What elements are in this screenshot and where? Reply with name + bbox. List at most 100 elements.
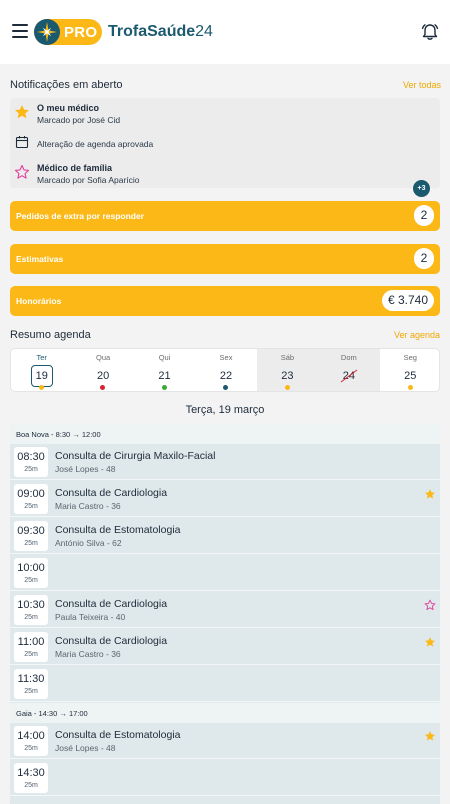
slot-time: 08:30 [17,451,45,463]
appointment-slot[interactable]: 09:30 25m Consulta de Estomatologia António… [10,518,440,554]
day-number: 19 [35,370,48,382]
slot-time-box: 14:00 25m [14,726,48,756]
appointment-title: Consulta de Cardiologia [55,598,168,610]
brand-name: TrofaSaúde24 [108,23,213,41]
free-slot[interactable]: 14:30 25m [10,760,440,796]
slot-duration: 25m [24,577,38,584]
day-cell[interactable]: Dom24 [318,349,380,391]
appointment-slot[interactable]: 09:00 25m Consulta de Cardiologia Maria Cas… [10,481,440,517]
day-name: Sáb [280,353,295,362]
see-all-notifications-link[interactable]: Ver todas [403,80,442,90]
day-agenda: Boa Nova - 8:30 → 12:00 08:30 25m Consulta … [10,424,440,804]
hamburger-menu-icon[interactable] [12,24,28,38]
patient-name: Maria Castro - 36 [55,649,121,659]
bar-label: Honorários [16,296,62,306]
bar-label: Pedidos de extra por responder [16,211,145,221]
appointment-title: Consulta de Cardiologia [55,487,168,499]
pro-logo-badge: PRO [34,19,102,45]
appointment-title: Consulta de Estomatologia [55,524,181,536]
slot-time: 09:30 [17,525,45,537]
day-name: Qua [96,353,111,362]
agenda-summary-title: Resumo agenda [10,329,91,341]
slot-time-box: 09:30 25m [14,521,48,551]
free-slot[interactable]: 11:30 25m [10,666,440,702]
day-cell[interactable]: Sex 22 [195,349,256,391]
day-status-dot [39,385,44,390]
day-status-dot [100,385,106,390]
slot-duration: 25m [24,782,38,789]
star-outline-icon [424,599,436,611]
brand-name-text: TrofaSaúde [108,23,196,40]
star-outline-icon [14,164,30,179]
fees-bar[interactable]: Honorários € 3.740 [10,286,440,316]
calendar-icon [15,136,29,149]
notifications-list: O meu médico Marcado por José Cid Altera… [10,98,440,188]
day-status-dot [161,385,167,390]
day-cell[interactable]: Qui 21 [134,349,195,391]
notification-subtitle: Alteração de agenda aprovada [37,139,154,149]
slot-duration: 25m [24,503,38,510]
notification-title: Médico de família [37,163,113,173]
slot-time: 09:00 [17,488,45,500]
patient-name: Maria Castro - 36 [55,501,121,511]
location-hours: Boa Nova - 8:30 → 12:00 [16,430,101,439]
day-number: 20 [97,370,110,382]
slot-duration: 25m [24,466,38,473]
star-filled-icon [425,637,435,647]
bar-count: 2 [414,248,434,269]
slot-duration: 25m [24,651,38,658]
day-status-dot [407,385,413,390]
appointment-title: Consulta de Cardiologia [55,635,168,647]
bar-count: 2 [414,205,434,226]
star-filled-icon [15,105,29,119]
location-block-header: Gaia - 14:30 → 17:00 [10,703,440,723]
slot-duration: 25m [24,745,38,752]
day-cell[interactable]: Ter 19 [11,349,72,391]
day-cell[interactable]: Sáb 23 [256,349,319,391]
slot-time-box: 14:30 25m [14,763,48,793]
slot-time: 10:00 [17,562,45,574]
more-notifications-badge[interactable]: +3 [413,180,430,197]
slot-time: 11:00 [17,636,45,648]
day-name: Ter [36,353,47,362]
slot-time-box: 10:30 25m [14,595,48,625]
day-cell[interactable]: Qua 20 [72,349,133,391]
notification-item[interactable]: Médico de família Marcado por Sofia Apar… [10,158,440,188]
bar-label: Estimativas [16,254,64,264]
slot-time-box: 09:00 25m [14,484,48,514]
notification-subtitle: Marcado por José Cid [37,115,121,125]
day-cell[interactable]: Seg 25 [380,349,439,391]
slot-time: 14:00 [17,730,45,742]
day-name: Dom [340,353,357,362]
app-header: PRO TrofaSaúde24 [0,0,450,64]
estimates-bar[interactable]: Estimativas 2 [10,244,440,274]
appointment-title: Consulta de Estomatologia [55,729,181,741]
bell-icon[interactable] [420,22,440,42]
compass-star-logo-icon [34,19,60,45]
day-status-dot [223,385,229,390]
slot-duration: 25m [24,688,38,695]
day-status-dot [284,385,290,390]
notification-item[interactable]: Alteração de agenda aprovada [10,128,440,158]
slot-time: 11:30 [17,673,45,685]
notification-item[interactable]: O meu médico Marcado por José Cid [10,98,440,128]
unavailable-strike-icon [340,369,358,383]
slot-time: 14:30 [17,767,45,779]
patient-name: José Lopes - 48 [55,743,116,753]
day-number: 22 [219,370,233,382]
appointment-slot[interactable]: 10:30 25m Consulta de Cardiologia Paula Tei… [10,592,440,628]
day-name: Seg [403,353,417,362]
location-hours: Gaia - 14:30 → 17:00 [16,709,88,718]
pending-extra-requests-bar[interactable]: Pedidos de extra por responder 2 [10,201,440,231]
notification-title: O meu médico [37,103,100,113]
appointment-slot[interactable]: 08:30 25m Consulta de Cirurgia Maxilo-Faci… [10,444,440,480]
slot-time-box: 08:30 25m [14,447,48,477]
free-slot[interactable]: 10:00 25m [10,555,440,591]
brand-number: 24 [195,23,213,40]
day-name: Sex [219,353,233,362]
star-filled-icon [425,731,435,741]
appointment-slot[interactable]: 11:00 25m Consulta de Cardiologia Maria Cas… [10,629,440,665]
star-filled-icon [425,489,435,499]
see-agenda-link[interactable]: Ver agenda [394,330,441,340]
appointment-slot[interactable]: 14:00 25m Consulta de Estomatologia José Lo… [10,723,440,759]
